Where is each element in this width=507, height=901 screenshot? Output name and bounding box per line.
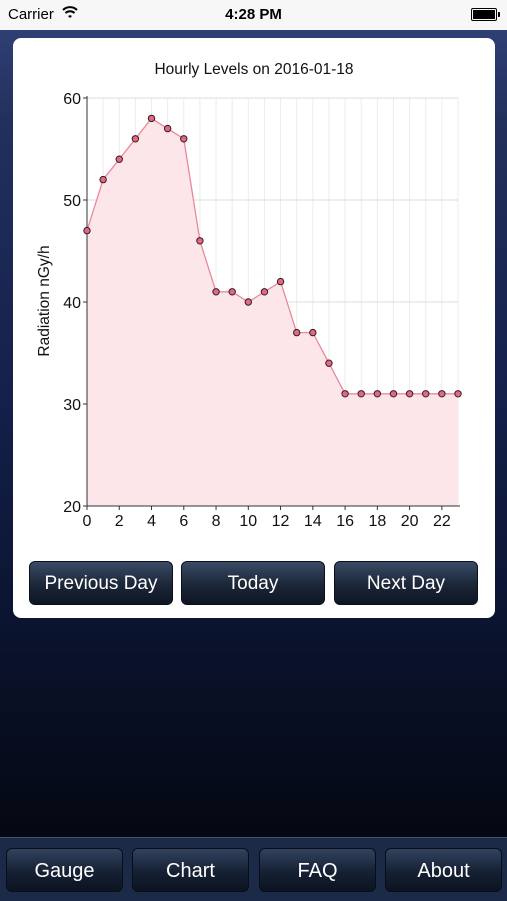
tab-faq[interactable]: FAQ [259, 848, 376, 892]
data-point [389, 390, 398, 398]
tab-gauge[interactable]: Gauge [6, 848, 123, 892]
radiation-chart: Hourly Levels on 2016-01-18 Radiation nG… [36, 61, 462, 530]
data-point [325, 359, 333, 367]
wifi-icon [62, 5, 78, 23]
x-tick-label: 2 [115, 513, 124, 530]
chart-axes [86, 96, 460, 507]
data-point [292, 328, 301, 337]
previous-day-button[interactable]: Previous Day [29, 561, 173, 605]
data-point [454, 390, 462, 398]
today-button[interactable]: Today [181, 561, 325, 605]
y-tick-label: 20 [63, 499, 81, 516]
data-point [147, 114, 156, 123]
data-point [276, 277, 285, 286]
x-tick-label: 12 [272, 513, 290, 530]
chart-card: Hourly Levels on 2016-01-18 Radiation nG… [13, 38, 495, 618]
y-tick-label: 50 [63, 193, 81, 210]
data-point [357, 390, 365, 398]
carrier-label: Carrier [8, 6, 54, 23]
data-point [228, 288, 236, 296]
y-tick-label: 30 [63, 397, 81, 414]
y-axis-label: Radiation nGy/h [36, 245, 53, 356]
battery-icon [471, 8, 500, 21]
x-tick-label: 18 [368, 513, 386, 530]
status-time: 4:28 PM [225, 6, 282, 23]
x-tick-label: 4 [147, 513, 156, 530]
data-point [131, 135, 140, 143]
tab-chart[interactable]: Chart [132, 848, 249, 892]
tab-about[interactable]: About [385, 848, 502, 892]
x-tick-label: 6 [179, 513, 188, 530]
data-point [309, 328, 317, 337]
chart-title: Hourly Levels on 2016-01-18 [154, 61, 353, 78]
chart-area [86, 117, 458, 507]
x-tick-label: 10 [239, 513, 257, 530]
data-point [99, 175, 107, 184]
data-point [196, 237, 204, 245]
data-point [212, 288, 220, 296]
y-tick-label: 60 [63, 91, 81, 108]
data-point [163, 124, 172, 133]
data-point [115, 155, 123, 163]
chart-points [83, 114, 462, 398]
data-point [341, 390, 349, 398]
data-point [83, 226, 91, 235]
data-point [438, 390, 446, 398]
x-tick-label: 16 [336, 513, 354, 530]
status-bar: Carrier 4:28 PM [0, 0, 507, 30]
data-point [244, 298, 253, 306]
data-point [180, 135, 188, 143]
data-point [260, 288, 269, 296]
data-point [405, 390, 414, 398]
next-day-button[interactable]: Next Day [334, 561, 478, 605]
series-area [87, 118, 458, 507]
chart-ticks: 20 30 40 50 60 0 2 4 6 8 10 12 14 16 18 20 22 [63, 91, 451, 530]
x-tick-label: 20 [401, 513, 419, 530]
x-tick-label: 22 [433, 513, 451, 530]
y-tick-label: 40 [63, 295, 81, 312]
data-point [373, 390, 382, 398]
x-tick-label: 14 [304, 513, 322, 530]
x-tick-label: 8 [212, 513, 221, 530]
data-point [422, 390, 430, 398]
tab-bar: Gauge Chart FAQ About [0, 837, 507, 901]
x-tick-label: 0 [83, 513, 92, 530]
